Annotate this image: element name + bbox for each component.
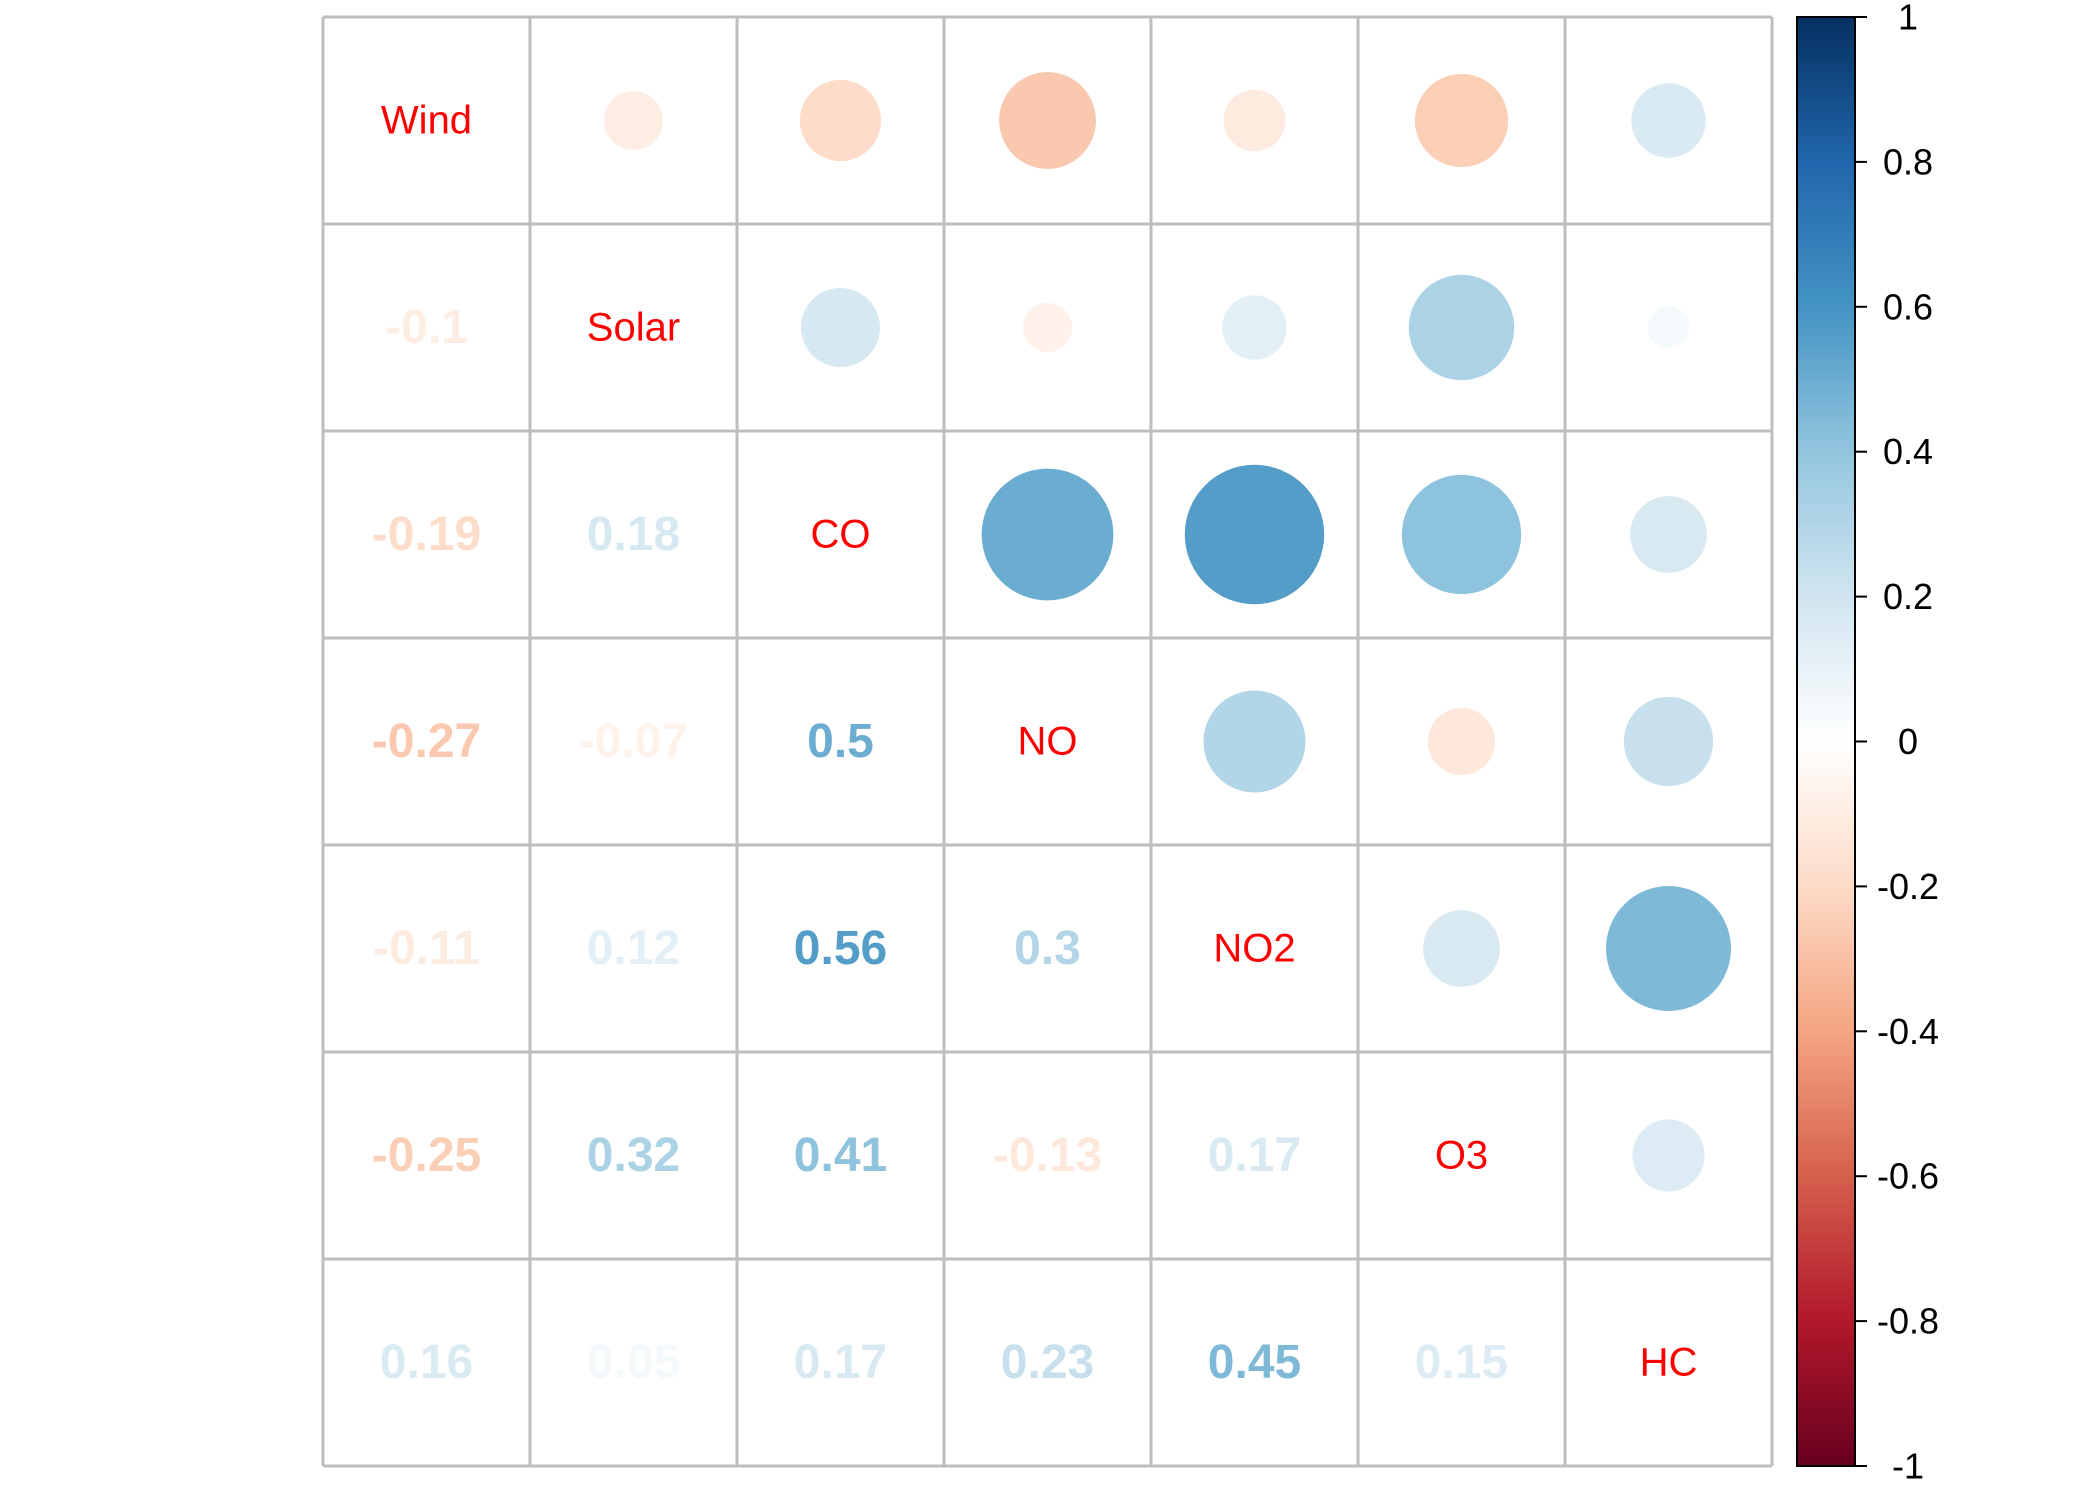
correlation-value-no2-co: 0.56 (794, 922, 887, 975)
variable-label-wind: Wind (381, 99, 472, 143)
colorbar-tick-label: 0.6 (1883, 286, 1933, 327)
colorbar-tick-label: 0.8 (1883, 141, 1933, 182)
correlation-value-co-wind: -0.19 (372, 508, 481, 561)
correlation-circle-wind-no (999, 72, 1096, 169)
correlation-value-no2-solar: 0.12 (587, 922, 680, 975)
correlation-circle-co-no2 (1184, 464, 1325, 605)
matrix-grid (321, 15, 1774, 1468)
correlation-circle-solar-o3 (1408, 274, 1515, 381)
colorbar-tick-label: 0.2 (1883, 576, 1933, 617)
correlation-circle-wind-o3 (1414, 73, 1509, 168)
colorbar-tick-label: -0.8 (1877, 1301, 1939, 1342)
colorbar-gradient (1796, 16, 1856, 1467)
correlation-value-no2-no: 0.3 (1014, 922, 1081, 975)
colorbar-tick-label: -0.4 (1877, 1011, 1939, 1052)
matrix-cells: Wind -0.1 Solar -0.19 0.18 CO -0.27 -0.07 0.5 NO -… (372, 72, 1731, 1389)
colorbar-tick-label: -0.2 (1877, 866, 1939, 907)
correlation-value-hc-wind: 0.16 (380, 1336, 473, 1389)
colorbar: 1 0.8 0.6 0.4 0.2 0 -0.2 -0.4 -0.6 -0.8 -1 (1796, 0, 1939, 1487)
correlation-circle-wind-co (799, 79, 882, 162)
correlation-value-no-wind: -0.27 (372, 715, 481, 768)
correlation-circle-no-o3 (1427, 707, 1496, 776)
correlation-circle-wind-no2 (1223, 89, 1286, 152)
correlation-value-co-solar: 0.18 (587, 508, 680, 561)
correlation-value-no2-wind: -0.11 (373, 922, 480, 975)
variable-label-o3: O3 (1435, 1134, 1488, 1178)
correlation-value-hc-no2: 0.45 (1208, 1336, 1301, 1389)
correlation-value-no-co: 0.5 (807, 715, 874, 768)
correlation-value-solar-wind: -0.1 (385, 301, 468, 354)
variable-label-co: CO (811, 513, 871, 557)
variable-label-hc: HC (1640, 1341, 1698, 1385)
correlation-circle-no-hc (1623, 696, 1714, 787)
correlation-value-hc-co: 0.17 (794, 1336, 887, 1389)
correlation-circle-no2-hc (1606, 886, 1731, 1011)
correlation-value-o3-co: 0.41 (794, 1129, 887, 1182)
correlation-value-o3-solar: 0.32 (587, 1129, 680, 1182)
correlation-circle-co-o3 (1401, 474, 1522, 595)
correlation-circle-co-no (981, 468, 1114, 601)
correlation-circle-solar-no (1022, 302, 1073, 353)
correlation-circle-solar-co (800, 287, 881, 368)
correlation-value-hc-solar: 0.05 (587, 1336, 680, 1389)
colorbar-tick-label: 0 (1898, 721, 1918, 762)
correlation-circle-wind-solar (604, 91, 663, 150)
variable-label-no: NO (1018, 720, 1078, 764)
correlation-value-o3-wind: -0.25 (372, 1129, 481, 1182)
correlation-circle-no-no2 (1203, 690, 1306, 793)
correlation-value-hc-no: 0.23 (1001, 1336, 1094, 1389)
variable-label-no2: NO2 (1213, 927, 1295, 971)
correlation-value-o3-no: -0.13 (993, 1129, 1102, 1182)
correlation-circle-solar-no2 (1222, 295, 1287, 360)
correlation-circle-no2-o3 (1423, 910, 1500, 987)
colorbar-tick-label: -0.6 (1877, 1156, 1939, 1197)
correlation-circle-solar-hc (1647, 306, 1690, 349)
correlation-circle-wind-hc (1631, 83, 1706, 158)
correlation-circle-co-hc (1630, 496, 1707, 573)
correlation-circle-o3-hc (1632, 1119, 1705, 1192)
correlation-value-o3-no2: 0.17 (1208, 1129, 1301, 1182)
colorbar-tick-label: -1 (1892, 1446, 1924, 1487)
correlation-value-no-solar: -0.07 (579, 715, 688, 768)
correlation-value-hc-o3: 0.15 (1415, 1336, 1508, 1389)
colorbar-tick-label: 1 (1898, 0, 1918, 38)
variable-label-solar: Solar (587, 306, 680, 350)
colorbar-tick-label: 0.4 (1883, 431, 1933, 472)
